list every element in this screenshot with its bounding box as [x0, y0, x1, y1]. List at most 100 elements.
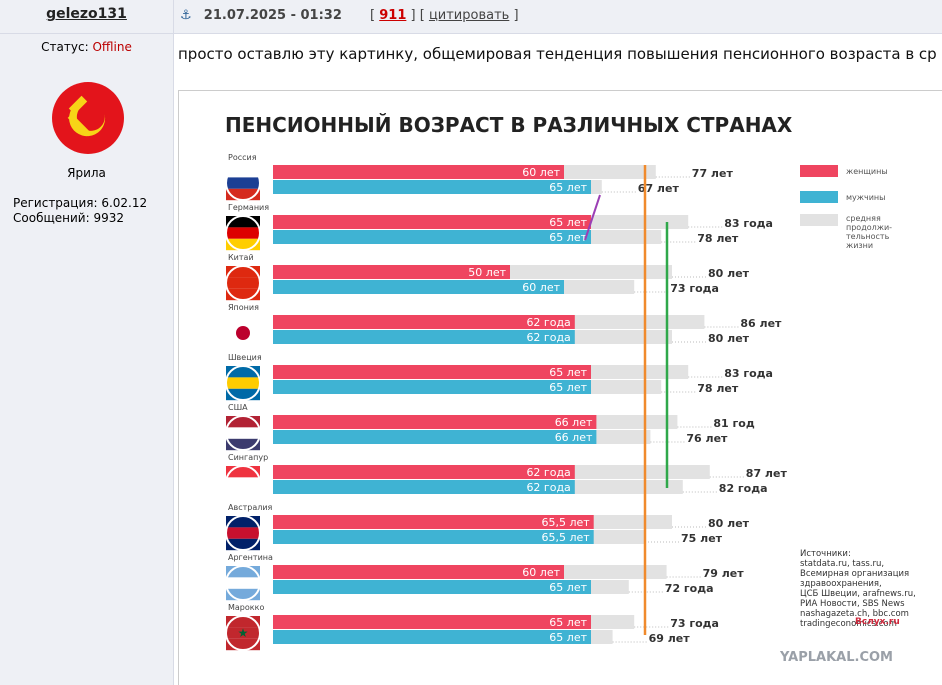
life-label: 77 лет [692, 167, 734, 180]
women-label: 65 лет [549, 366, 587, 379]
flag-stripe [226, 638, 260, 651]
flag-stripe [226, 477, 260, 489]
life-label: 75 лет [681, 532, 723, 545]
registration: Регистрация: 6.02.12 [13, 196, 148, 210]
author-name[interactable]: gelezo131 [46, 6, 127, 22]
user-sidebar: gelezo131 Статус: Offline Ярила Регистра… [0, 0, 174, 685]
women-label: 65 лет [549, 216, 587, 229]
life-label: 82 года [719, 482, 768, 495]
anchor-icon[interactable]: ⚓ [180, 8, 192, 23]
flag-stripe [226, 427, 260, 439]
women-label: 62 года [526, 466, 570, 479]
life-label: 83 года [724, 217, 773, 230]
country-name: Китай [228, 253, 254, 262]
flag-stripe [226, 566, 260, 578]
women-bar [273, 465, 575, 479]
women-label: 60 лет [522, 166, 560, 179]
life-label: 72 года [665, 582, 714, 595]
legend-label: тельность [846, 232, 890, 241]
men-bar [273, 380, 591, 394]
legend-label: средняя [846, 214, 881, 223]
flag-stripe [226, 416, 260, 428]
flag-stripe [226, 577, 260, 589]
rank: Ярила [67, 166, 106, 180]
flag [225, 465, 261, 501]
flag-stripe [226, 538, 260, 551]
men-bar [273, 280, 564, 294]
women-bar [273, 315, 575, 329]
annotation-line [584, 194, 601, 241]
men-bar [273, 430, 597, 444]
life-label: 73 года [670, 617, 719, 630]
life-label: 67 лет [638, 182, 680, 195]
flag-stripe [226, 627, 260, 639]
men-label: 65 лет [549, 231, 587, 244]
flag-border [225, 415, 261, 451]
infographic-title: ПЕНСИОННЫЙ ВОЗРАСТ В РАЗЛИЧНЫХ СТРАНАХ [225, 113, 793, 137]
flag-border [225, 265, 261, 301]
post-number[interactable]: 911 [379, 8, 407, 23]
women-bar [273, 265, 510, 279]
flag [225, 265, 261, 301]
life-label: 73 года [670, 282, 719, 295]
women-bar [273, 165, 564, 179]
flag-stripe [226, 377, 260, 389]
flag-border [225, 465, 261, 501]
flag-stripe [226, 227, 260, 239]
women-bar [273, 615, 591, 629]
men-bar [273, 580, 591, 594]
women-bar [273, 365, 591, 379]
men-bar [273, 630, 591, 644]
flag-border [225, 515, 261, 551]
flag [225, 515, 261, 551]
flag-stripe [226, 616, 260, 628]
life-label: 87 лет [746, 467, 788, 480]
country-name: Германия [228, 203, 269, 212]
avatar [52, 82, 124, 154]
life-label: 80 лет [708, 517, 750, 530]
country-name: Япония [228, 303, 259, 312]
men-bar [273, 230, 591, 244]
men-bar [273, 530, 594, 544]
men-label: 62 года [526, 481, 570, 494]
men-bar [273, 480, 575, 494]
women-bar [273, 215, 591, 229]
men-bar [273, 180, 591, 194]
flag [225, 215, 261, 251]
status: Статус: Offline [0, 40, 173, 54]
bracket: ] [ [410, 8, 425, 23]
flag [225, 315, 261, 351]
women-label: 62 года [526, 316, 570, 329]
message-count: Сообщений: 9932 [13, 211, 124, 225]
country-name: США [228, 403, 248, 412]
flag [225, 415, 261, 451]
flag-stripe [226, 288, 260, 301]
bracket: [ [370, 8, 376, 23]
life-label: 69 лет [649, 632, 691, 645]
status-label: Статус: [41, 40, 89, 54]
country-name: Сингапур [228, 453, 268, 462]
flag: ★ [225, 615, 261, 651]
flag [225, 565, 261, 601]
flag-stripe [226, 277, 260, 289]
women-label: 60 лет [522, 566, 560, 579]
bracket: ] [513, 8, 519, 23]
flag-stripe [226, 238, 260, 251]
life-label: 78 лет [697, 382, 739, 395]
country-name: Россия [228, 153, 257, 162]
source-line: РИА Новости, SBS News [800, 599, 905, 609]
legend-label: мужчины [846, 193, 885, 202]
legend-label: женщины [846, 167, 888, 176]
legend-label: жизни [846, 241, 873, 250]
legend-swatch [800, 165, 838, 177]
flag-stripe [226, 527, 260, 539]
quote-link[interactable]: цитировать [428, 8, 510, 23]
life-label: 80 лет [708, 267, 750, 280]
flag-stripe [226, 338, 260, 351]
men-bar [273, 330, 575, 344]
women-label: 65 лет [549, 616, 587, 629]
men-label: 66 лет [555, 431, 593, 444]
legend-swatch [800, 214, 838, 226]
flag-stripe [226, 388, 260, 401]
men-label: 60 лет [522, 281, 560, 294]
